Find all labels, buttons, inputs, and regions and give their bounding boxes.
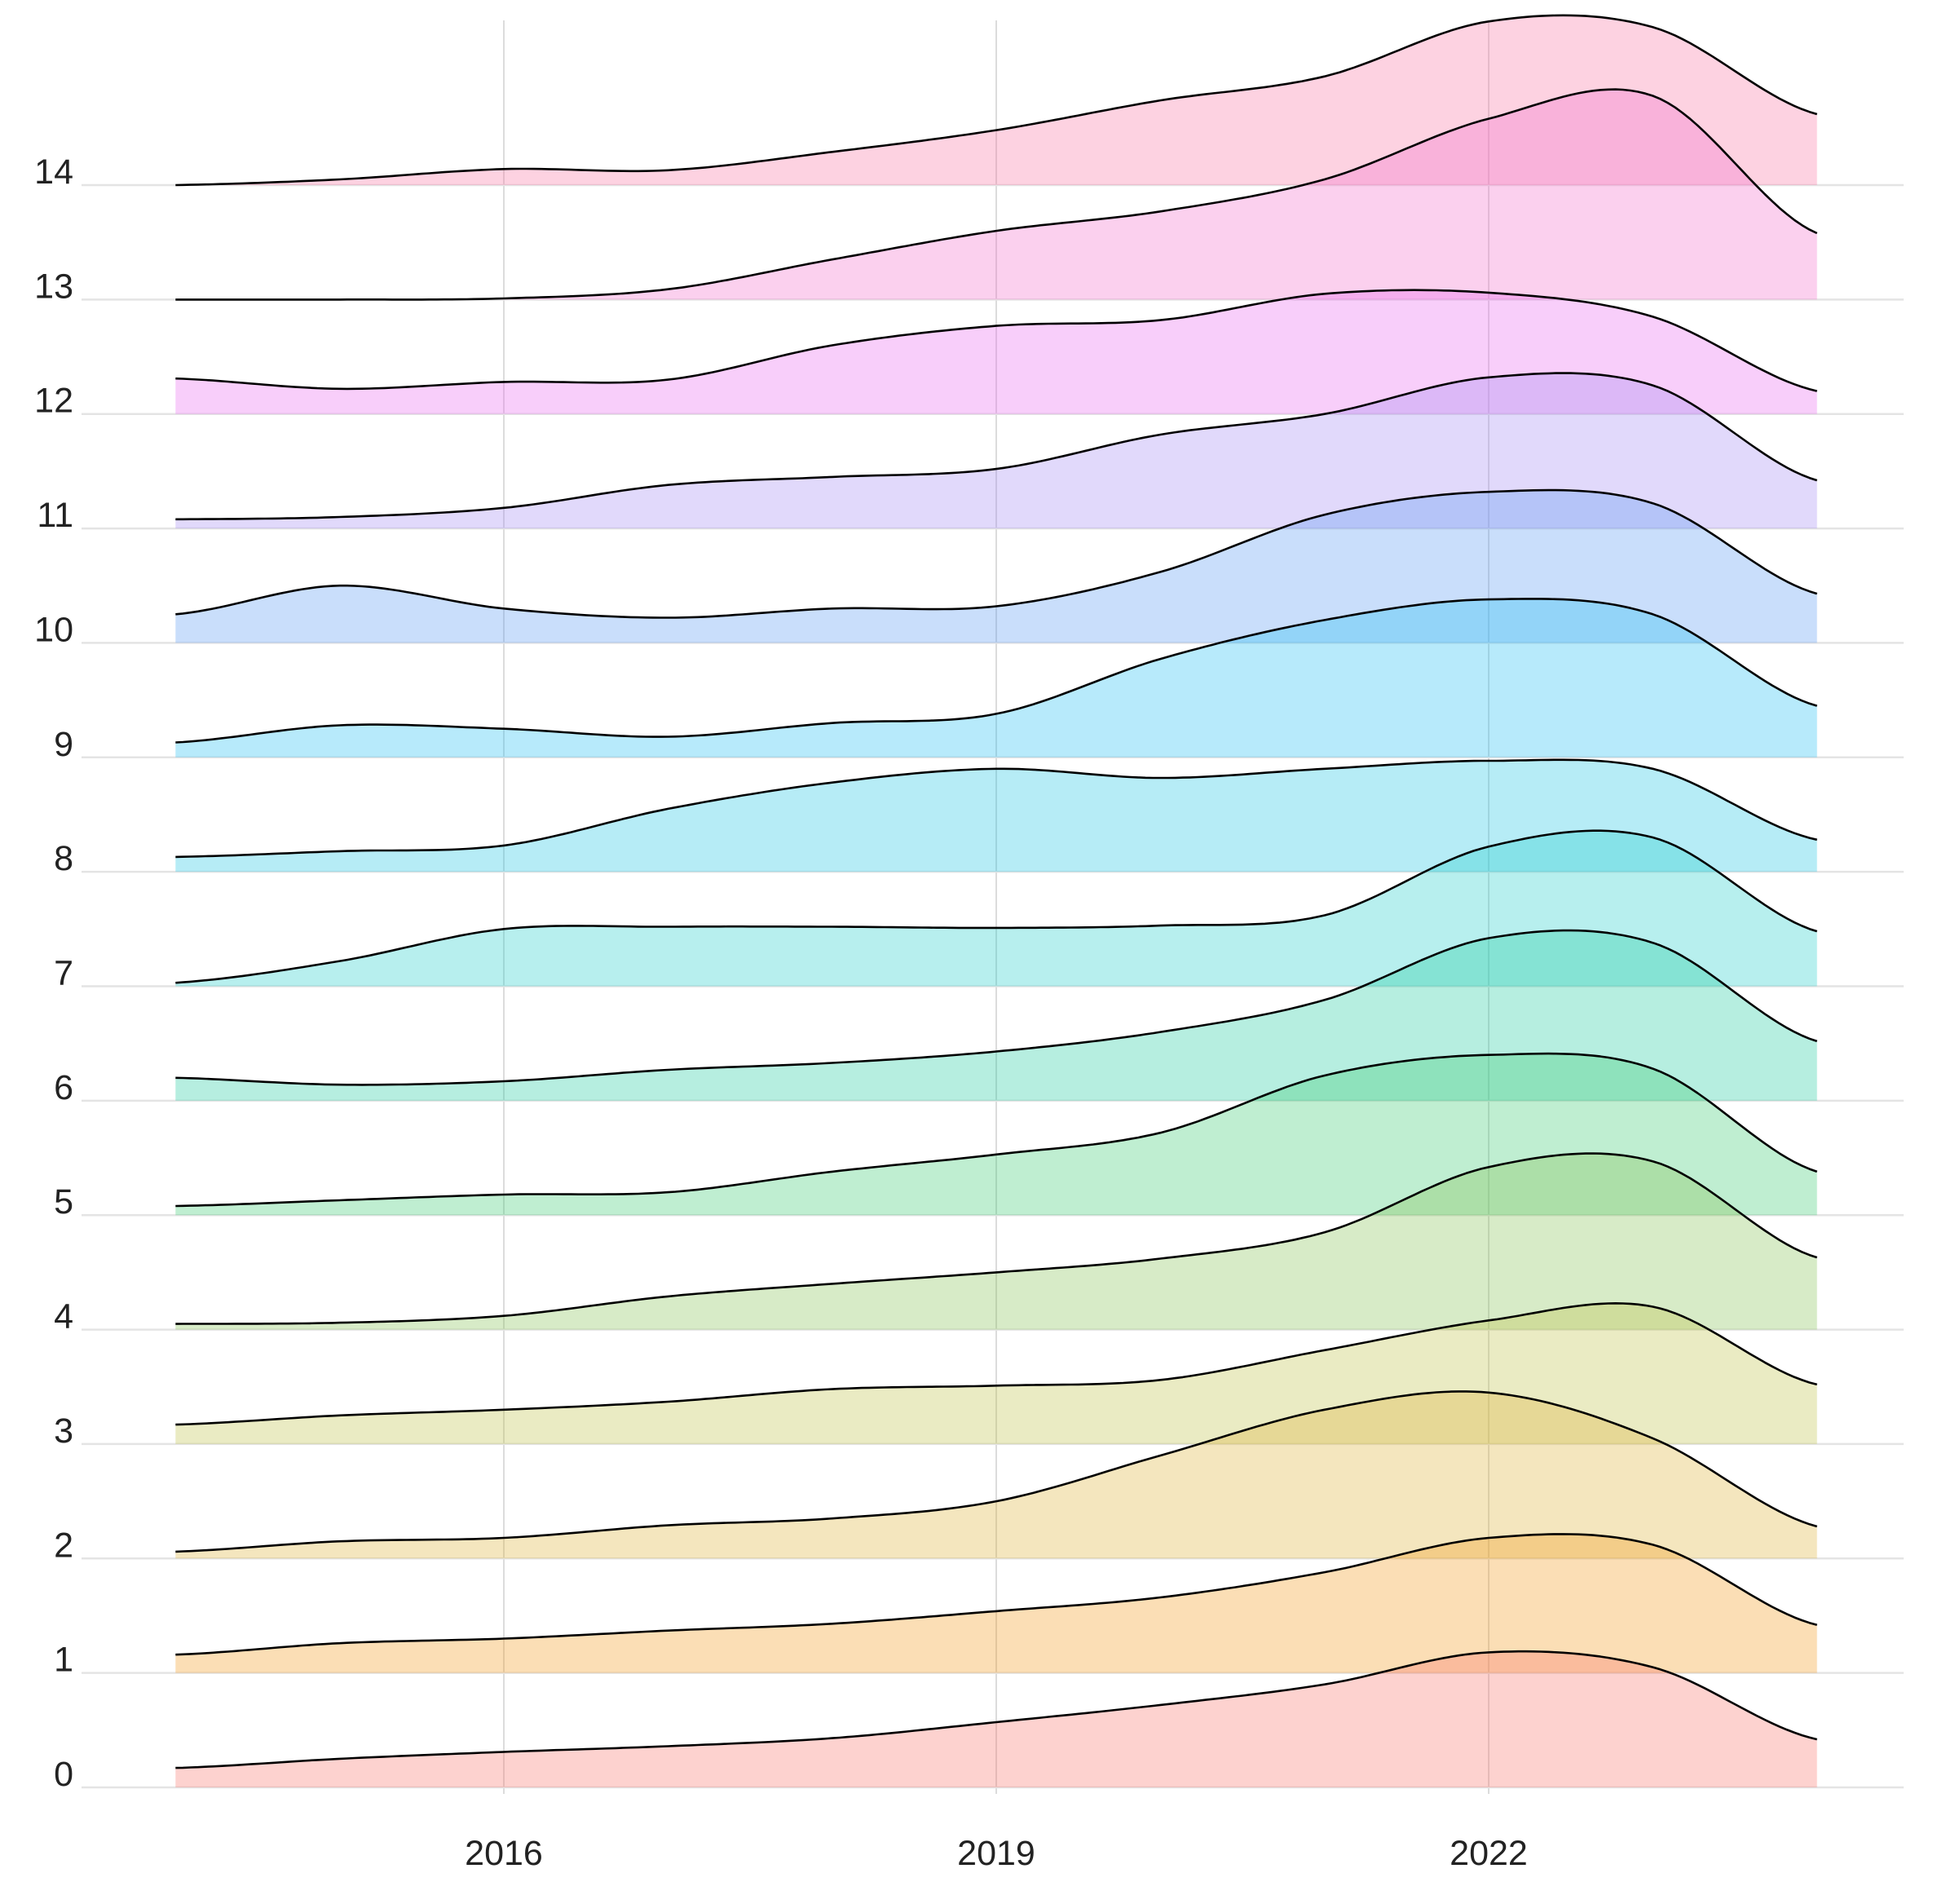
ridge-area-8 xyxy=(175,759,1817,872)
x-tick-label-2019: 2019 xyxy=(957,1834,1035,1873)
x-tick-label-2022: 2022 xyxy=(1450,1834,1528,1873)
ridge-outline-10 xyxy=(175,488,1818,619)
y-tick-label-12: 12 xyxy=(34,382,73,421)
y-tick-label-2: 2 xyxy=(54,1526,73,1565)
ridge-outline-0 xyxy=(175,1650,1818,1769)
ridge-0 xyxy=(175,1650,1818,1787)
ridge-area-11 xyxy=(175,373,1817,529)
ridge-8 xyxy=(175,758,1818,872)
ridge-13 xyxy=(175,88,1818,301)
y-tick-label-14: 14 xyxy=(34,152,73,192)
ridge-outline-11 xyxy=(175,372,1818,521)
ridge-3 xyxy=(175,1302,1818,1444)
ridge-outline-14 xyxy=(175,14,1818,187)
ridge-area-6 xyxy=(175,930,1817,1101)
y-tick-label-6: 6 xyxy=(54,1068,73,1107)
ridge-area-4 xyxy=(175,1153,1817,1330)
y-tick-label-13: 13 xyxy=(34,267,73,306)
ridge-area-1 xyxy=(175,1534,1817,1673)
ridge-outline-9 xyxy=(175,598,1818,744)
ridge-outline-1 xyxy=(175,1533,1818,1656)
y-tick-label-4: 4 xyxy=(54,1297,73,1336)
ridge-outline-4 xyxy=(175,1152,1818,1325)
ridge-area-13 xyxy=(175,89,1817,300)
y-tick-label-0: 0 xyxy=(54,1755,73,1794)
ridge-area-5 xyxy=(175,1054,1817,1216)
ridge-area-2 xyxy=(175,1391,1817,1559)
ridge-4 xyxy=(175,1152,1818,1330)
ridge-outline-13 xyxy=(175,88,1818,301)
ridge-outline-2 xyxy=(175,1390,1818,1553)
ridge-outline-8 xyxy=(175,758,1818,859)
y-tick-label-10: 10 xyxy=(34,610,73,649)
ridge-area-7 xyxy=(175,830,1817,987)
ridge-11 xyxy=(175,372,1818,529)
ridge-9 xyxy=(175,598,1818,758)
y-tick-label-5: 5 xyxy=(54,1182,73,1221)
ridge-2 xyxy=(175,1390,1818,1559)
ridge-outline-3 xyxy=(175,1302,1818,1426)
x-tick-labels: 2016 2019 2022 xyxy=(465,1834,1528,1873)
ridge-7 xyxy=(175,829,1818,987)
ridge-1 xyxy=(175,1533,1818,1673)
ridge-outline-7 xyxy=(175,829,1818,984)
ridge-area-3 xyxy=(175,1303,1817,1444)
ridge-outline-6 xyxy=(175,929,1818,1086)
ridge-12 xyxy=(175,289,1818,414)
y-tick-label-8: 8 xyxy=(54,839,73,878)
ridge-layer xyxy=(175,14,1818,1787)
ridge-area-9 xyxy=(175,599,1817,758)
ridge-5 xyxy=(175,1052,1818,1216)
ridge-outline-12 xyxy=(175,289,1818,392)
ridge-10 xyxy=(175,488,1818,643)
y-tick-label-1: 1 xyxy=(54,1641,73,1680)
ridge-area-10 xyxy=(175,490,1817,643)
y-tick-label-11: 11 xyxy=(37,496,73,535)
x-tick-label-2016: 2016 xyxy=(465,1834,543,1873)
ridge-area-0 xyxy=(175,1651,1817,1787)
y-tick-label-7: 7 xyxy=(54,954,73,993)
ridge-6 xyxy=(175,929,1818,1101)
y-tick-label-3: 3 xyxy=(54,1411,73,1451)
ridge-area-14 xyxy=(175,15,1817,185)
y-tick-label-9: 9 xyxy=(54,725,73,764)
grid-layer xyxy=(82,20,1904,1794)
ridge-14 xyxy=(175,14,1818,187)
ridge-outline-5 xyxy=(175,1052,1818,1208)
